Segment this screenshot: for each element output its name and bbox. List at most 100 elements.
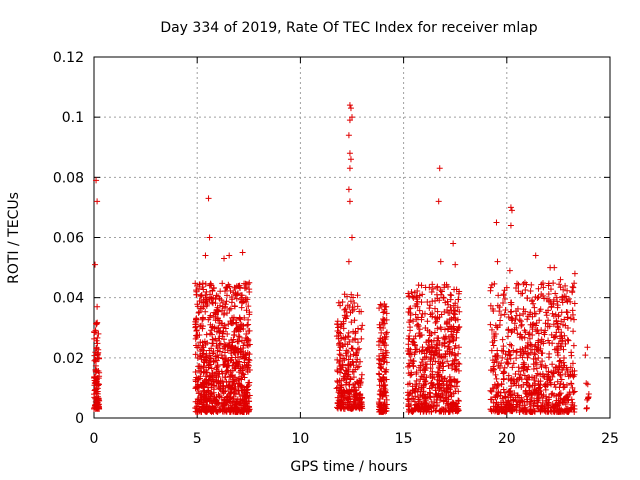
data-point — [200, 350, 207, 357]
data-point — [413, 300, 420, 307]
data-point — [530, 365, 537, 372]
data-point — [523, 281, 530, 288]
data-point — [229, 296, 236, 303]
data-point — [582, 352, 589, 359]
data-point — [240, 371, 247, 378]
data-point — [376, 305, 383, 312]
data-point — [405, 350, 412, 357]
data-point — [551, 404, 558, 411]
data-point — [435, 381, 442, 388]
data-point — [526, 335, 533, 342]
data-point — [223, 401, 230, 408]
data-point — [431, 399, 438, 406]
data-point — [346, 198, 353, 205]
data-point — [377, 324, 384, 331]
data-point — [508, 329, 515, 336]
data-point — [542, 362, 549, 369]
data-point — [242, 294, 249, 301]
data-point — [435, 335, 442, 342]
data-point — [225, 406, 232, 413]
data-point — [506, 267, 513, 274]
data-point — [220, 345, 227, 352]
data-point — [227, 382, 234, 389]
data-point — [413, 316, 420, 323]
data-point — [194, 383, 201, 390]
data-point — [564, 287, 571, 294]
data-point — [428, 330, 435, 337]
data-point — [538, 327, 545, 334]
data-point — [431, 329, 438, 336]
y-tick-label: 0.12 — [53, 50, 84, 66]
data-point — [224, 292, 231, 299]
data-point — [440, 354, 447, 361]
data-point — [216, 329, 223, 336]
data-point — [505, 333, 511, 340]
data-point — [508, 308, 515, 315]
data-point — [420, 382, 427, 389]
data-point — [344, 293, 351, 300]
data-point — [211, 325, 218, 332]
data-point — [215, 374, 222, 381]
data-point — [525, 363, 532, 370]
data-point — [554, 378, 561, 385]
data-point — [197, 363, 204, 370]
data-point — [519, 290, 526, 297]
data-point — [488, 347, 495, 354]
data-point — [564, 324, 571, 331]
data-point — [207, 291, 214, 298]
data-point — [200, 303, 207, 310]
data-point — [506, 388, 513, 395]
data-point — [428, 379, 435, 386]
data-point — [549, 310, 556, 317]
x-tick-label: 10 — [291, 431, 309, 447]
data-point — [526, 330, 533, 337]
data-point — [567, 315, 574, 322]
data-point — [510, 347, 517, 354]
data-point — [558, 376, 565, 383]
data-point — [508, 342, 515, 349]
data-point — [337, 302, 344, 309]
data-point — [407, 317, 414, 324]
data-point — [447, 291, 454, 298]
data-point — [438, 311, 445, 318]
data-point — [502, 404, 509, 411]
data-point — [570, 389, 577, 396]
data-point — [430, 285, 437, 292]
data-point — [197, 293, 204, 300]
data-point — [526, 387, 533, 394]
data-point — [497, 312, 504, 319]
data-point — [344, 349, 351, 356]
data-point — [558, 343, 565, 350]
data-point — [200, 363, 207, 370]
data-point — [239, 292, 246, 299]
data-point — [453, 356, 460, 363]
data-point — [494, 408, 501, 415]
data-point — [203, 369, 210, 376]
data-point — [220, 382, 227, 389]
data-point — [202, 373, 209, 380]
data-point — [429, 281, 436, 288]
data-point — [355, 325, 362, 332]
data-point — [564, 369, 571, 376]
data-point — [498, 403, 505, 410]
data-point — [434, 308, 441, 315]
data-point — [551, 346, 558, 353]
data-point — [496, 365, 503, 372]
data-point — [358, 326, 365, 333]
data-point — [517, 371, 524, 378]
data-point — [358, 335, 365, 342]
data-point — [92, 367, 99, 374]
data-point — [406, 305, 413, 312]
data-point — [238, 299, 245, 306]
data-point — [499, 395, 506, 402]
data-point — [241, 374, 248, 381]
data-point — [213, 357, 220, 364]
data-point — [342, 341, 349, 348]
data-point — [408, 369, 415, 376]
data-point — [521, 372, 528, 379]
x-axis-label: GPS time / hours — [290, 459, 407, 475]
data-point — [343, 315, 350, 322]
data-point — [92, 261, 99, 268]
data-point — [355, 363, 362, 370]
data-point — [565, 373, 572, 380]
